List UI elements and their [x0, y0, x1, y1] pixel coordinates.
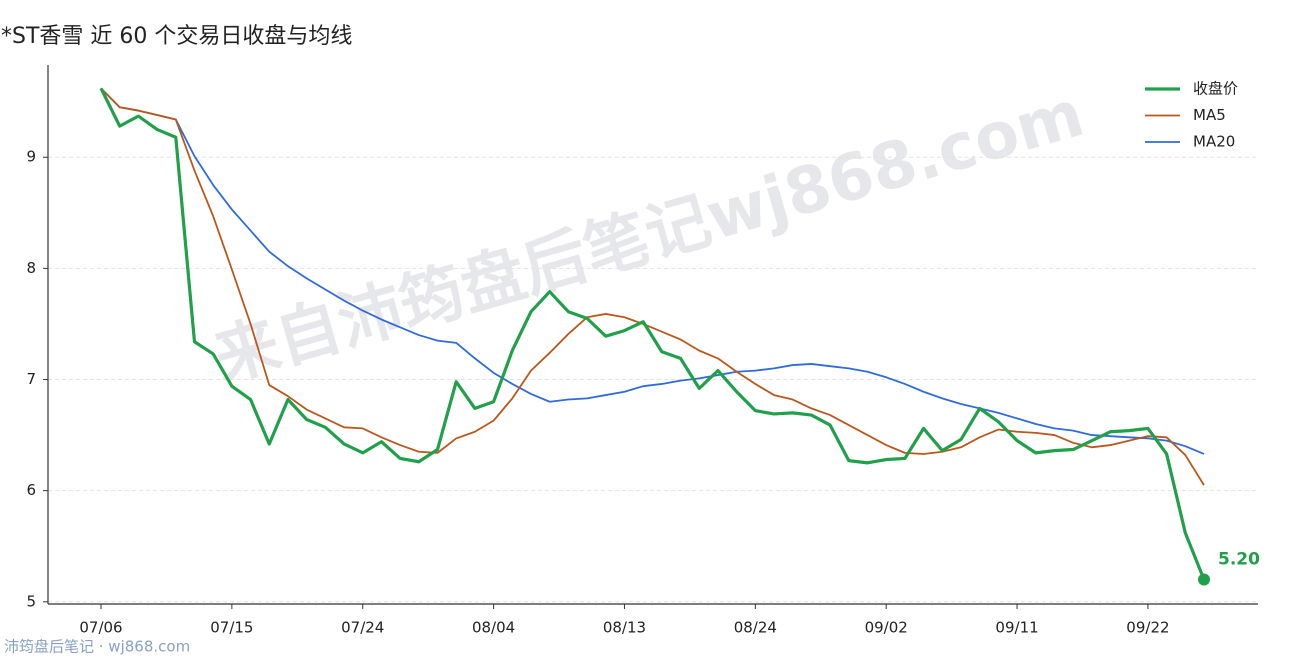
y-tick-label: 6	[26, 481, 36, 499]
legend-label: 收盘价	[1193, 80, 1238, 98]
legend-label: MA5	[1193, 106, 1226, 124]
end-point	[1198, 573, 1210, 586]
footer: 沛筠盘后笔记 · wj868.com	[4, 638, 190, 656]
series-line	[100, 87, 1205, 455]
chart-title: *ST香雪 近 60 个交易日收盘与均线	[1, 24, 352, 49]
legend-label: MA20	[1193, 133, 1235, 151]
x-tick-label: 09/02	[865, 619, 908, 637]
y-tick-label: 7	[26, 370, 36, 388]
y-tick-label: 5	[26, 592, 36, 610]
x-tick-label: 08/13	[603, 619, 646, 637]
x-tick-label: 09/22	[1126, 619, 1169, 637]
y-tick-label: 9	[26, 148, 36, 166]
value-label: 5.20	[1218, 550, 1260, 570]
x-tick-label: 08/24	[734, 619, 777, 637]
x-tick-label: 07/06	[79, 619, 122, 637]
x-tick-label: 08/04	[472, 619, 515, 637]
series-line	[100, 87, 1205, 486]
series-line	[99, 87, 1206, 581]
watermark: 来自沛筠盘后笔记wj868.com	[207, 77, 1092, 396]
x-tick-label: 07/24	[341, 619, 384, 637]
x-tick-label: 09/11	[995, 619, 1038, 637]
x-tick-label: 07/15	[210, 619, 253, 637]
y-tick-label: 8	[26, 259, 36, 277]
